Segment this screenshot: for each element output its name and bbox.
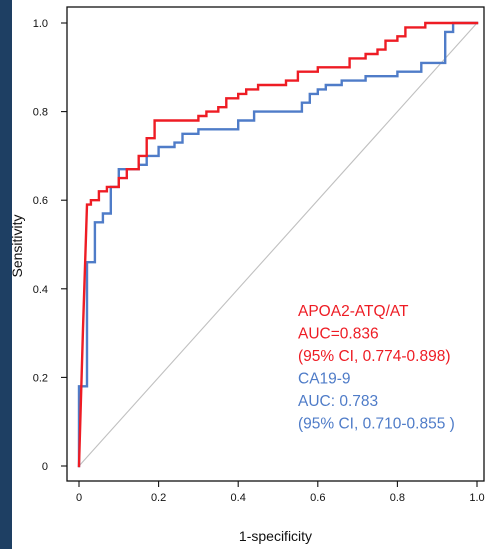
x-tick-label: 0: [76, 492, 82, 504]
legend-series-stat: (95% CI, 0.710-0.855 ): [298, 416, 455, 433]
y-axis-title: Sensitivity: [9, 214, 25, 277]
x-tick-label: 0.8: [390, 492, 405, 504]
legend-series-name: APOA2-ATQ/AT: [298, 303, 409, 320]
plot-border: [66, 6, 485, 482]
reference-diagonal-line: [78, 22, 478, 467]
y-tick-label: 0.2: [33, 372, 48, 384]
x-tick-label: 0.4: [231, 492, 246, 504]
x-tick-label: 1.0: [469, 492, 484, 504]
y-tick-label: 0.4: [33, 284, 48, 296]
y-tick-label: 0.6: [33, 195, 48, 207]
legend-series-stat: AUC: 0.783: [298, 393, 378, 410]
series-line-apoa2-atq-at: [77, 21, 479, 468]
legend-series-stat: (95% CI, 0.774-0.898): [298, 348, 451, 365]
y-tick-label: 0: [42, 461, 48, 473]
y-tick-label: 0.8: [33, 107, 48, 119]
x-tick-label: 0.2: [151, 492, 166, 504]
legend-series-stat: AUC=0.836: [298, 326, 379, 343]
x-axis-title: 1-specificity: [239, 528, 312, 544]
legend-series-name: CA19-9: [298, 371, 351, 388]
y-tick-label: 1.0: [33, 18, 48, 30]
series-line-ca19-9: [77, 21, 479, 468]
x-tick-label: 0.6: [310, 492, 325, 504]
